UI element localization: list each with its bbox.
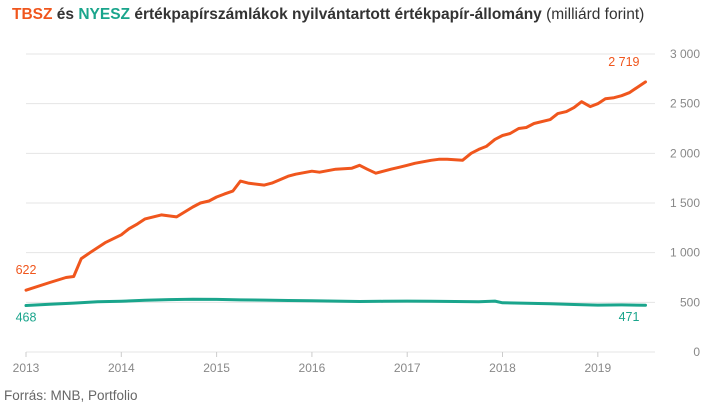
title-rest: értékpapírszámlákok nyilvántartott érték… xyxy=(134,6,542,23)
y-tick-label: 500 xyxy=(680,295,700,309)
annotation-nyesz-start: 468 xyxy=(16,311,37,325)
x-tick-label: 2017 xyxy=(394,361,421,375)
source-note: Forrás: MNB, Portfolio xyxy=(4,388,138,403)
y-tick-label: 3 000 xyxy=(670,47,700,61)
y-tick-label: 2 000 xyxy=(670,146,700,160)
annotation-tbsz-end: 2 719 xyxy=(608,55,639,69)
title-and: és xyxy=(56,6,75,23)
annotation-tbsz-start: 622 xyxy=(16,263,37,277)
x-tick-label: 2019 xyxy=(584,361,611,375)
y-tick-label: 1 500 xyxy=(670,196,700,210)
x-tick-label: 2016 xyxy=(299,361,326,375)
title-series1: TBSZ xyxy=(12,6,53,23)
x-tick-label: 2014 xyxy=(108,361,135,375)
chart-title: TBSZ és NYESZ értékpapírszámlákok nyilvá… xyxy=(12,6,644,24)
title-unit: (milliárd forint) xyxy=(546,6,645,23)
y-tick-label: 2 500 xyxy=(670,97,700,111)
x-tick-label: 2018 xyxy=(489,361,516,375)
series-line-nyesz xyxy=(24,297,647,307)
series-line-tbsz xyxy=(24,80,647,292)
x-tick-label: 2015 xyxy=(203,361,230,375)
title-series2: NYESZ xyxy=(78,6,131,23)
y-tick-label: 0 xyxy=(693,345,700,359)
y-tick-label: 1 000 xyxy=(670,246,700,260)
annotation-nyesz-end: 471 xyxy=(619,310,640,324)
x-tick-label: 2013 xyxy=(13,361,40,375)
